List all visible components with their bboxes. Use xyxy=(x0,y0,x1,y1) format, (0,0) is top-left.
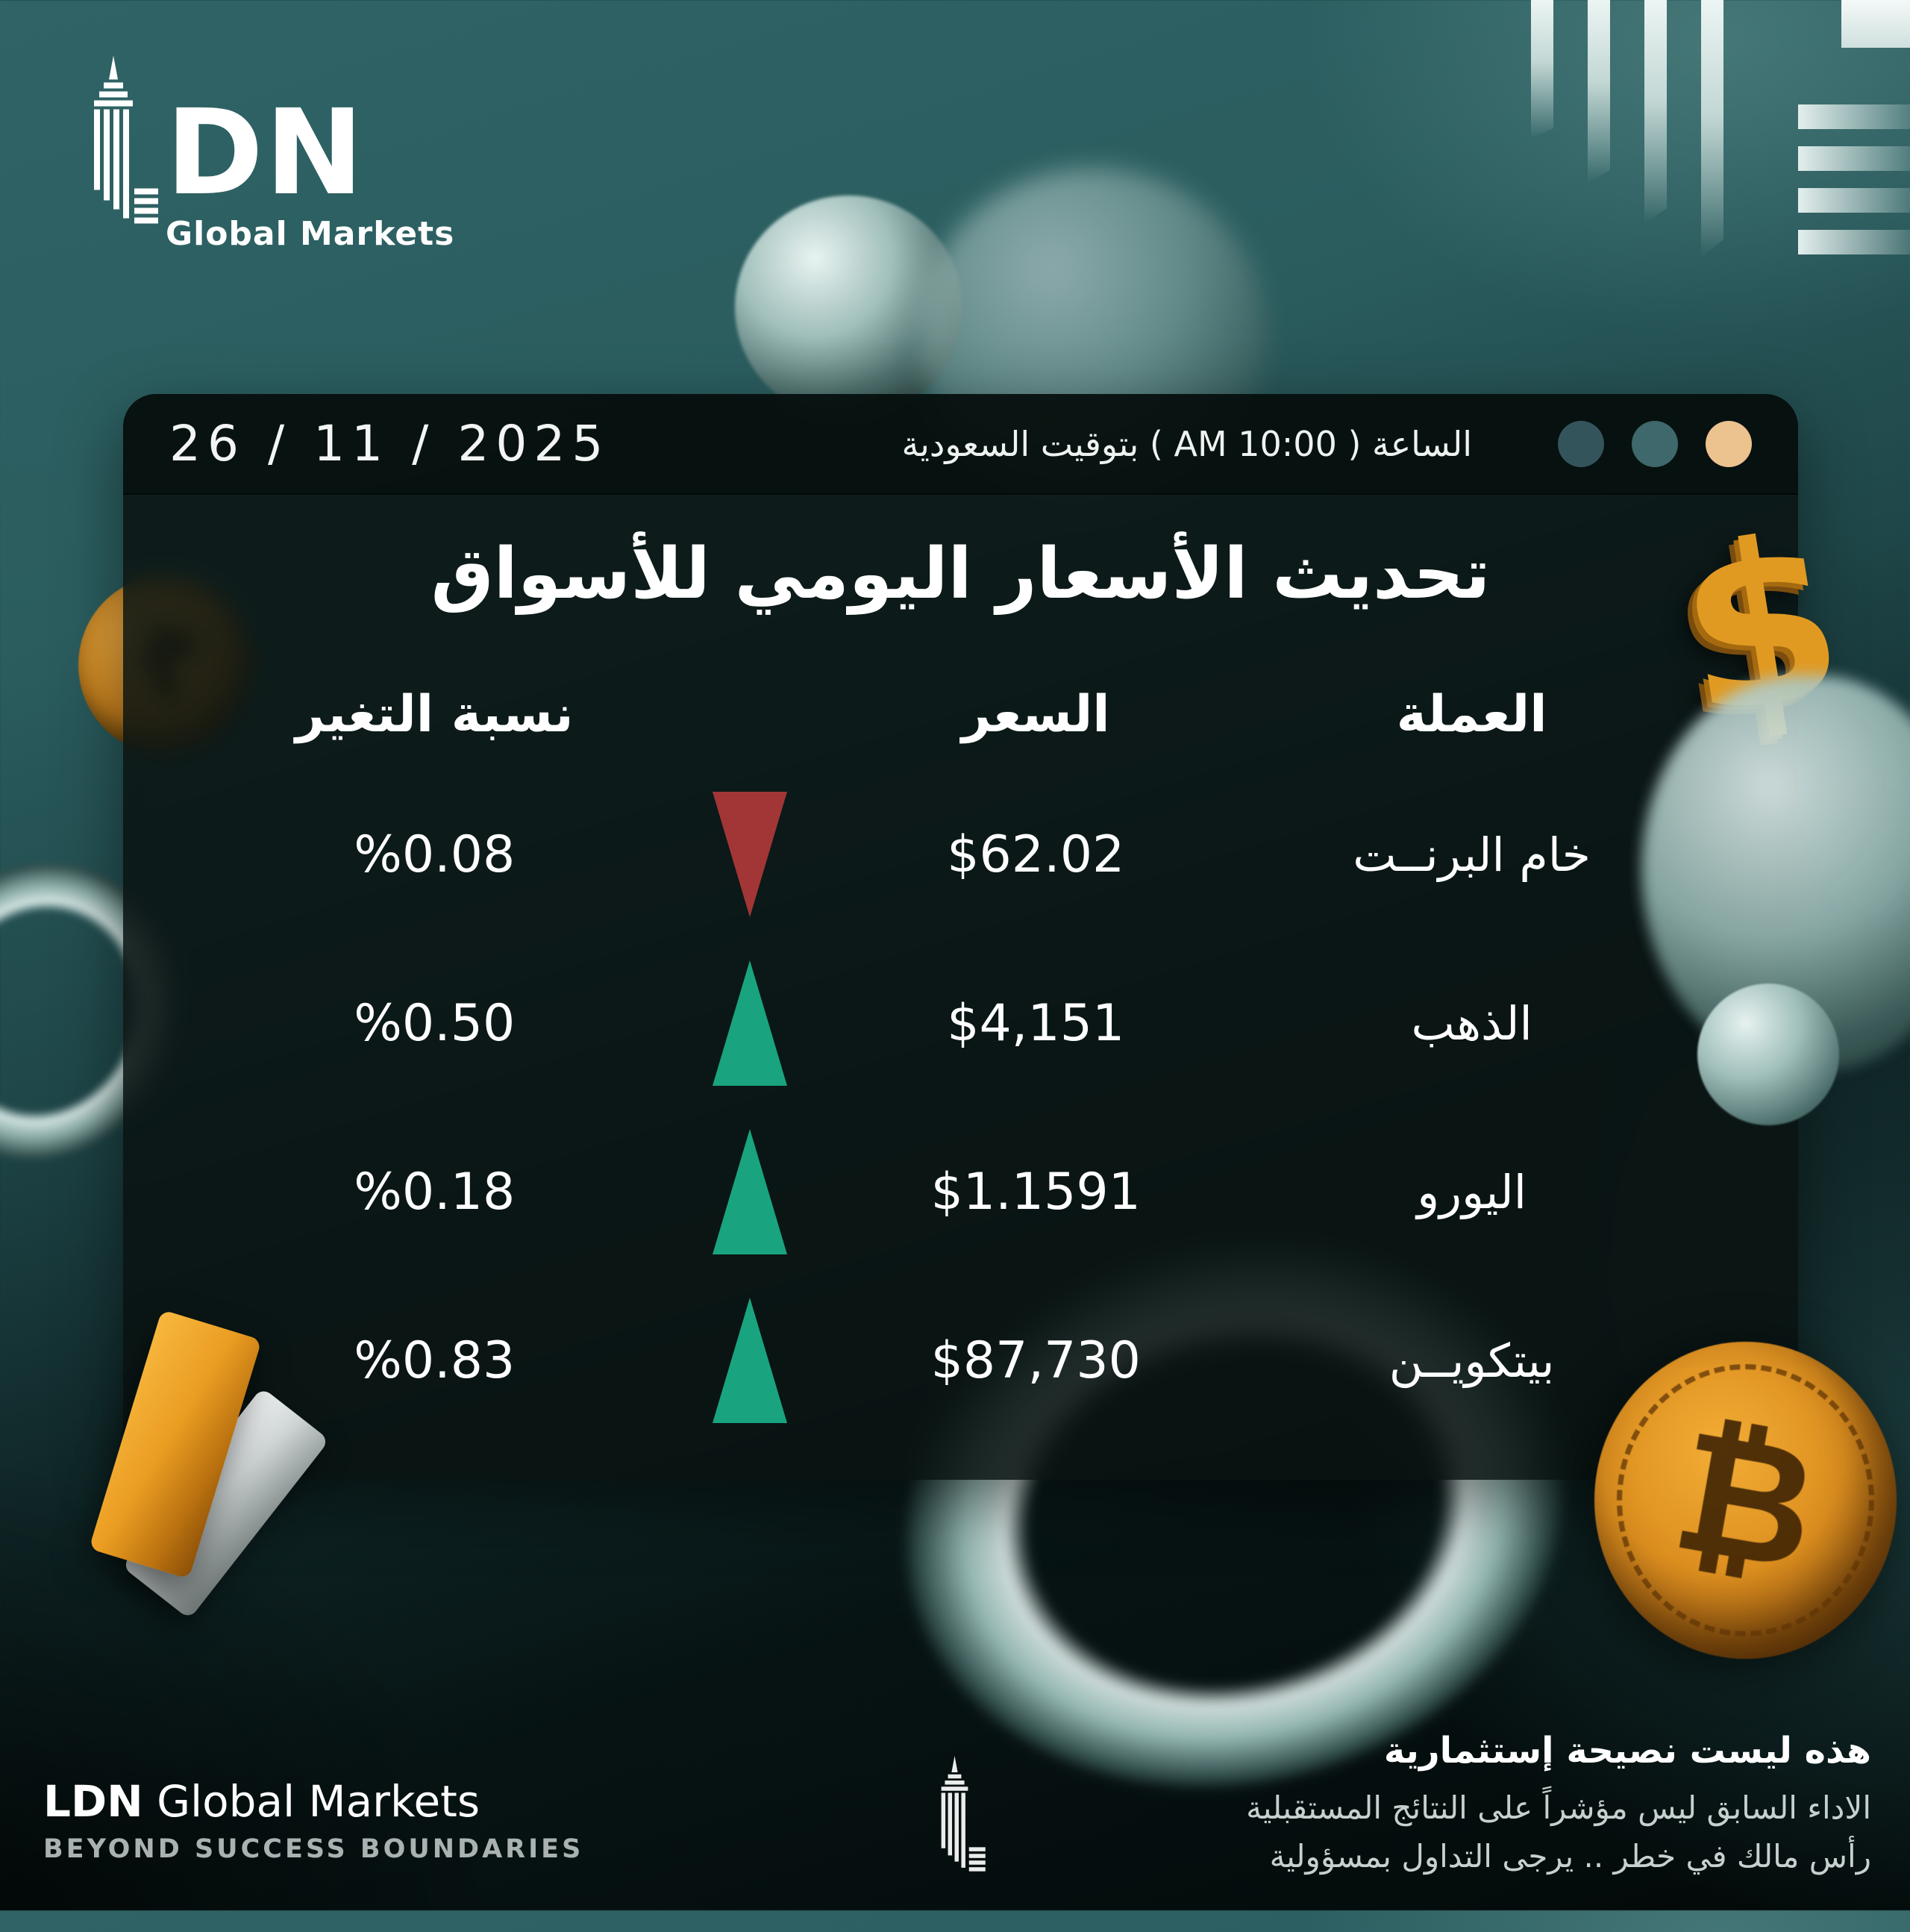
footer-brand: LDN Global Markets BEYOND SUCCESS BOUNDA… xyxy=(43,1776,583,1864)
table-row: بيتكويــن $87,730 %0.83 xyxy=(209,1276,1712,1445)
table-header-row: العملة السعر نسبة التغير xyxy=(209,658,1712,770)
change-percent: %0.83 xyxy=(354,1331,516,1390)
asset-price: $1.1591 xyxy=(930,1162,1141,1222)
time-label: الساعة ( AM 10:00 ) بتوقيت السعودية xyxy=(901,423,1472,464)
footer-brand-bold: LDN xyxy=(43,1776,143,1827)
up-triangle-icon xyxy=(713,960,788,1086)
brand-logo: DN Global Markets xyxy=(69,54,454,253)
window-dots xyxy=(1558,420,1752,467)
glass-sphere-decoration xyxy=(1697,984,1839,1125)
down-triangle-icon xyxy=(713,792,788,917)
asset-price: $87,730 xyxy=(930,1331,1141,1390)
table-row: الذهب $4,151 %0.50 xyxy=(209,939,1712,1107)
stripe-bar xyxy=(1798,104,1910,129)
window-dot-icon xyxy=(1632,420,1678,467)
change-percent: %0.50 xyxy=(354,993,516,1053)
disclaimer-line: رأس مالك في خطر .. يرجى التداول بمسؤولية xyxy=(1269,1837,1871,1875)
card-title: تحديث الأسعار اليومي للأسواق xyxy=(430,534,1491,615)
disclaimer-line: الاداء السابق ليس مؤشراً على النتائج الم… xyxy=(1246,1789,1871,1826)
column-header-change: نسبة التغير xyxy=(295,684,574,744)
footer-tagline: BEYOND SUCCESS BOUNDARIES xyxy=(43,1834,584,1864)
stripe-bar xyxy=(1701,0,1723,257)
footer-brand-rest: Global Markets xyxy=(143,1776,480,1827)
stripe-bar xyxy=(1798,146,1910,171)
brand-logo-text: DN xyxy=(166,84,366,222)
column-header-asset: العملة xyxy=(1396,684,1547,744)
bitcoin-coin-icon: ₿ xyxy=(1594,1342,1897,1659)
stripe-bar xyxy=(1531,0,1553,138)
disclaimer-line: هذه ليست نصيحة إستثمارية xyxy=(1383,1729,1871,1772)
stripe-decoration-vertical xyxy=(1531,0,1723,257)
bitcoin-glyph: ₿ xyxy=(1661,1392,1830,1609)
change-percent: %0.18 xyxy=(354,1162,516,1222)
stripe-decoration-horizontal xyxy=(1798,104,1910,254)
brand-logo-subtitle: Global Markets xyxy=(166,215,455,254)
stripe-bar xyxy=(1798,230,1910,254)
footer-tower-logo xyxy=(912,1756,998,1882)
table-body: خام البرنــت $62.02 %0.08 الذهب $4,151 %… xyxy=(209,770,1712,1445)
asset-name: خام البرنــت xyxy=(1353,827,1591,882)
asset-price: $4,151 xyxy=(947,993,1125,1053)
change-percent: %0.08 xyxy=(354,825,516,884)
up-triangle-icon xyxy=(713,1298,788,1423)
price-update-card: 26 / 11 / 2025 الساعة ( AM 10:00 ) بتوقي… xyxy=(123,394,1798,1480)
tower-logo-icon xyxy=(941,1756,986,1872)
price-table: العملة السعر نسبة التغير خام البرنــت $6… xyxy=(209,658,1712,1445)
asset-price: $62.02 xyxy=(947,825,1125,884)
stripe-bar xyxy=(1588,0,1610,183)
table-row: خام البرنــت $62.02 %0.08 xyxy=(209,770,1712,939)
asset-name: الذهب xyxy=(1411,995,1532,1051)
stripe-bar xyxy=(1798,188,1910,213)
window-dot-icon xyxy=(1706,420,1752,467)
corner-block-decoration xyxy=(1841,0,1910,48)
footer-disclaimer: هذه ليست نصيحة إستثمارية الاداء السابق ل… xyxy=(1246,1730,1871,1881)
window-dot-icon xyxy=(1558,420,1604,467)
stripe-bar xyxy=(1644,0,1667,224)
card-header: 26 / 11 / 2025 الساعة ( AM 10:00 ) بتوقي… xyxy=(123,394,1798,495)
table-row: اليورو $1.1591 %0.18 xyxy=(209,1107,1712,1276)
tower-logo-icon xyxy=(94,55,158,224)
asset-name: بيتكويــن xyxy=(1388,1333,1555,1388)
up-triangle-icon xyxy=(713,1129,788,1254)
asset-name: اليورو xyxy=(1417,1164,1527,1219)
footer-brand-name: LDN Global Markets xyxy=(43,1776,583,1827)
column-header-price: السعر xyxy=(961,684,1110,744)
date-label: 26 / 11 / 2025 xyxy=(169,415,610,472)
